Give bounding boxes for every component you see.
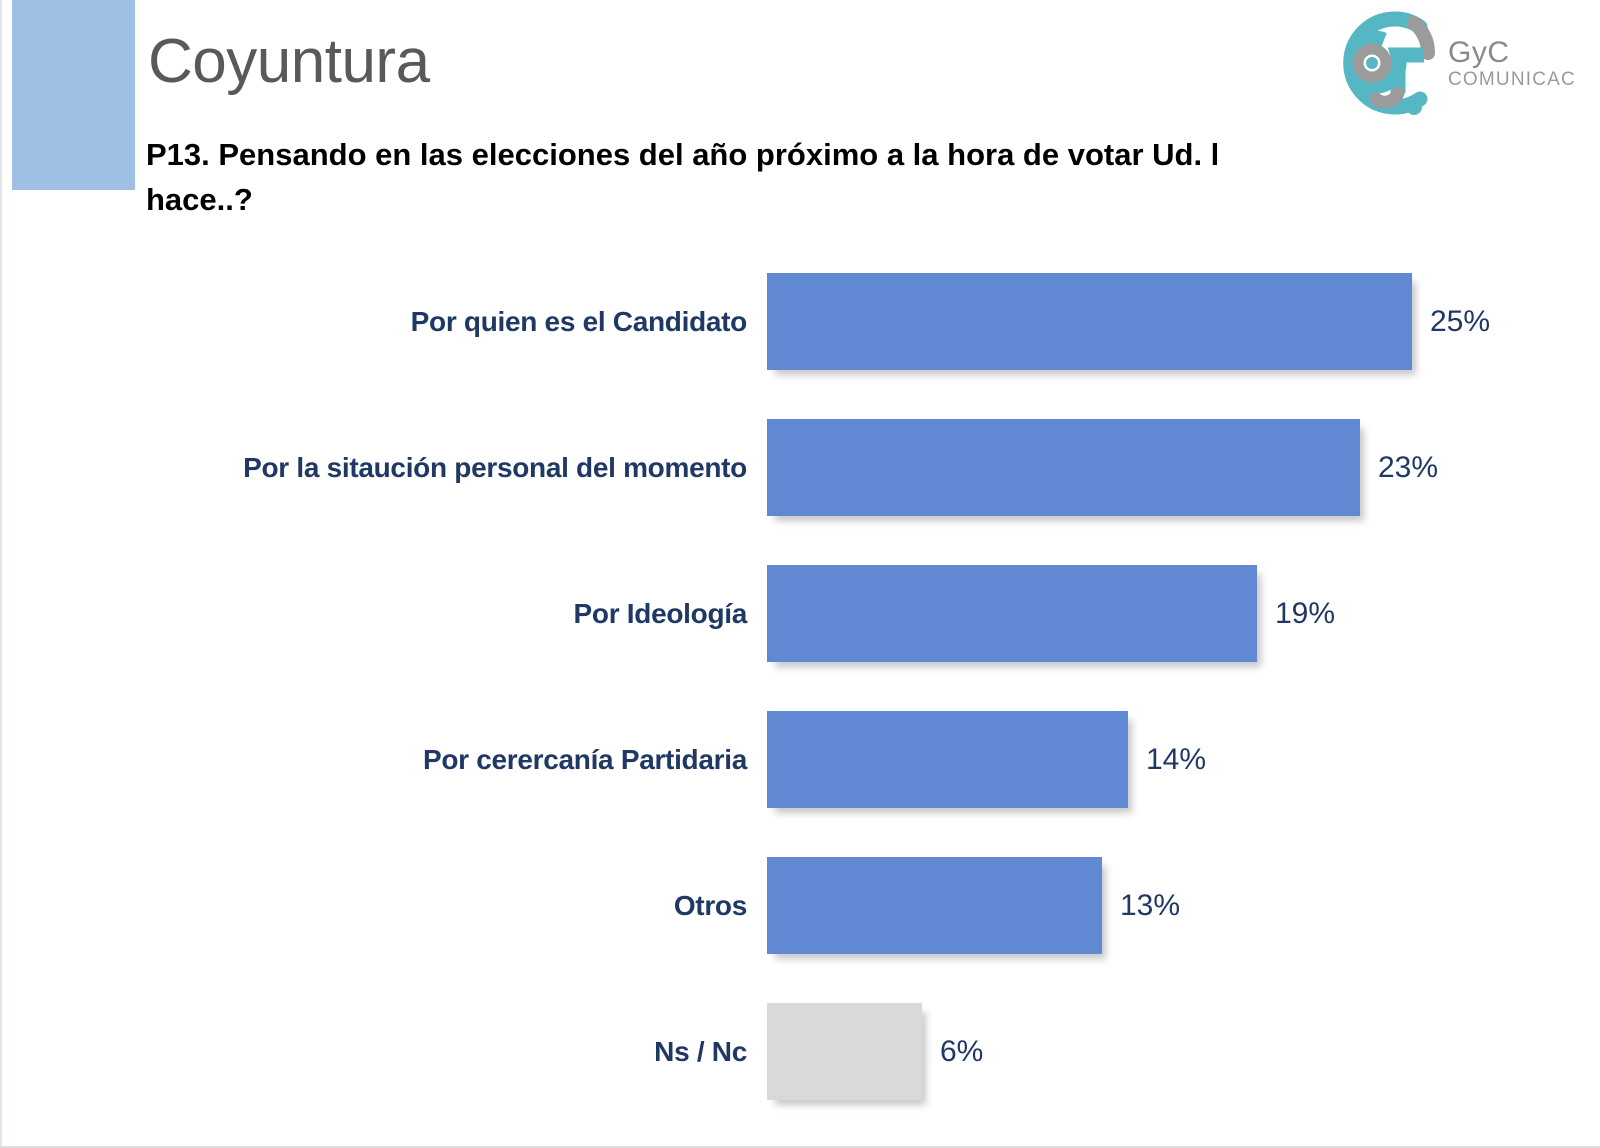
bar-value-label: 13% xyxy=(1120,889,1181,922)
question-line-2: hace..? xyxy=(146,181,253,217)
bar-row: Por quien es el Candidato 25% xyxy=(2,273,1600,370)
bar-segment[interactable] xyxy=(767,857,1102,954)
bar-value-label: 19% xyxy=(1275,597,1336,630)
bar-segment[interactable] xyxy=(767,273,1412,370)
bar-value-label: 25% xyxy=(1430,305,1491,338)
bar-row: Por cerercanía Partidaria 14% xyxy=(2,711,1600,808)
gyc-logo: GyC COMUNICAC xyxy=(1328,4,1600,122)
question-text: P13. Pensando en las elecciones del año … xyxy=(146,133,1600,222)
bar-segment[interactable] xyxy=(767,419,1360,516)
bar-category-label: Por quien es el Candidato xyxy=(410,306,748,337)
horizontal-bar-chart: Por quien es el Candidato 25% Por la sitau… xyxy=(2,232,1600,1132)
bar-category-label: Ns / Nc xyxy=(654,1036,747,1067)
bar-value-label: 6% xyxy=(940,1035,984,1068)
bar-category-label: Por Ideología xyxy=(573,598,748,629)
bar-row: Ns / Nc 6% xyxy=(2,1003,1600,1100)
bar-segment[interactable] xyxy=(767,565,1257,662)
gyc-logo-text: GyC COMUNICAC xyxy=(1448,36,1576,91)
bar-category-label: Por la sitaución personal del momento xyxy=(243,452,747,483)
gyc-logo-brand: GyC xyxy=(1448,35,1510,69)
bar-row: Por la sitaución personal del momento 23% xyxy=(2,419,1600,516)
bar-category-label: Otros xyxy=(673,890,747,921)
question-line-1: P13. Pensando en las elecciones del año … xyxy=(146,137,1220,172)
bar-value-label: 23% xyxy=(1378,451,1439,484)
gyc-logo-tagline: COMUNICAC xyxy=(1448,69,1576,91)
bar-row: Por Ideología 19% xyxy=(2,565,1600,662)
bar-value-label: 14% xyxy=(1146,743,1207,776)
gyc-logo-mark-icon xyxy=(1328,7,1440,119)
bar-segment[interactable] xyxy=(767,1003,922,1100)
deck-title: Coyuntura xyxy=(148,27,430,96)
bar-category-label: Por cerercanía Partidaria xyxy=(422,744,747,775)
bar-segment[interactable] xyxy=(767,711,1128,808)
bar-row: Otros 13% xyxy=(2,857,1600,954)
accent-bar xyxy=(12,0,135,190)
